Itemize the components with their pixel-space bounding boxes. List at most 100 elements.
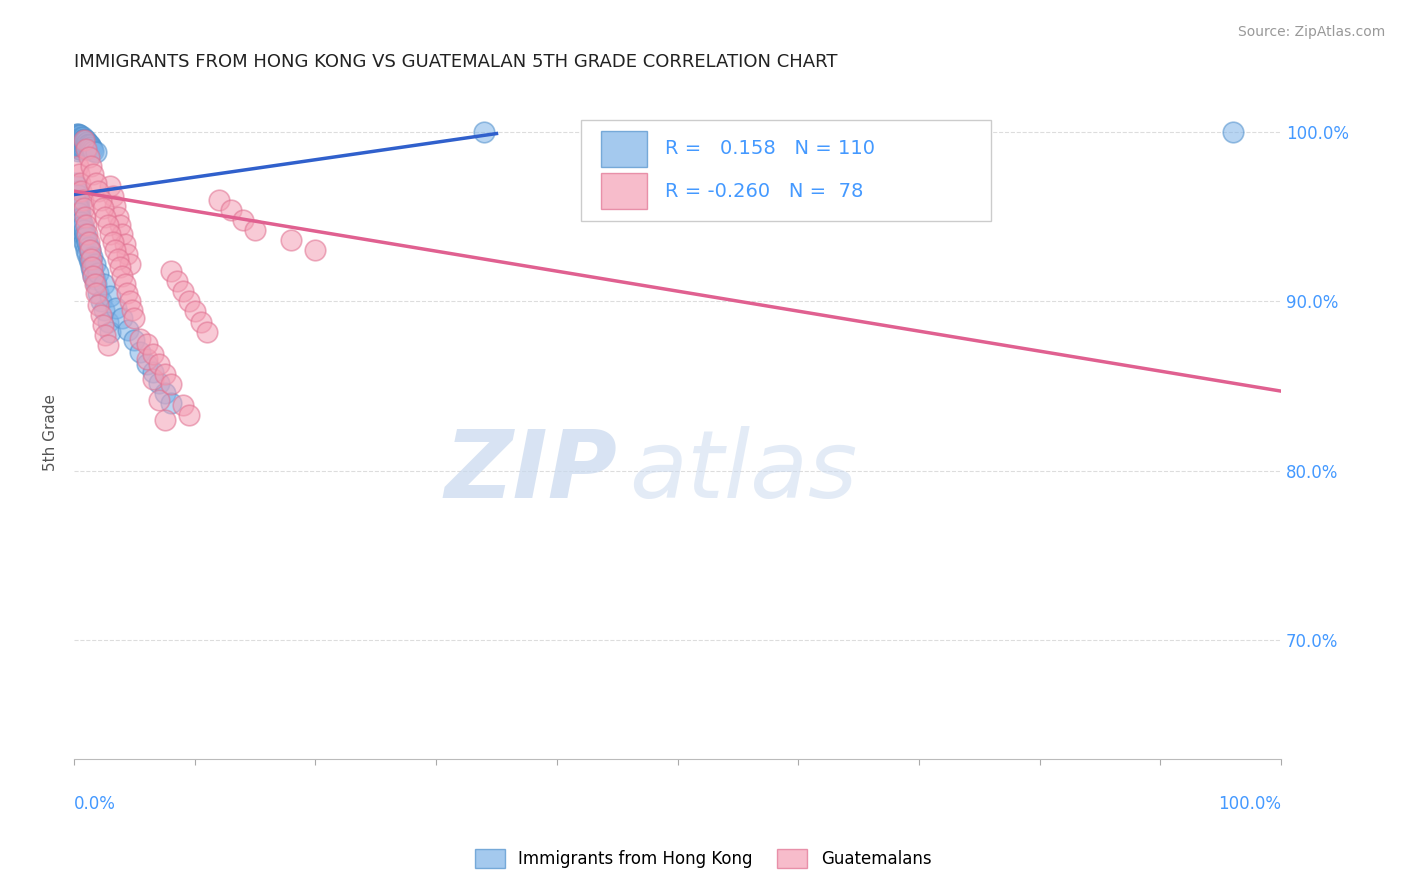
Point	[65, 193, 87, 207]
Point	[124, 311, 146, 326]
Point	[65, 135, 87, 149]
Point	[65, 184, 87, 198]
Point	[195, 325, 218, 339]
Point	[70, 184, 93, 198]
FancyBboxPatch shape	[602, 173, 647, 210]
Point	[69, 211, 91, 226]
Point	[77, 136, 100, 151]
Point	[69, 131, 91, 145]
Point	[98, 179, 121, 194]
Point	[73, 135, 96, 149]
Point	[172, 284, 194, 298]
Point	[76, 247, 98, 261]
Point	[153, 367, 176, 381]
Point	[115, 285, 138, 300]
Point	[135, 336, 157, 351]
Point	[243, 223, 266, 237]
Point	[73, 235, 96, 249]
Point	[82, 264, 104, 278]
Text: 100.0%: 100.0%	[1218, 795, 1281, 813]
Point	[66, 140, 89, 154]
Point	[66, 201, 89, 215]
Text: R = -0.260   N =  78: R = -0.260 N = 78	[665, 182, 863, 201]
Point	[787, 125, 810, 139]
Point	[72, 133, 94, 147]
Point	[115, 247, 138, 261]
Point	[97, 315, 120, 329]
Point	[135, 351, 157, 366]
Point	[104, 199, 127, 213]
Point	[73, 133, 96, 147]
Point	[69, 135, 91, 149]
Point	[69, 210, 91, 224]
Text: IMMIGRANTS FROM HONG KONG VS GUATEMALAN 5TH GRADE CORRELATION CHART: IMMIGRANTS FROM HONG KONG VS GUATEMALAN …	[75, 53, 838, 70]
Point	[76, 135, 98, 149]
Point	[75, 142, 97, 156]
Point	[76, 138, 98, 153]
Point	[159, 264, 181, 278]
Point	[67, 196, 90, 211]
Y-axis label: 5th Grade: 5th Grade	[44, 394, 58, 471]
Point	[72, 140, 94, 154]
Point	[91, 318, 114, 332]
Point	[69, 128, 91, 143]
Point	[129, 332, 152, 346]
Point	[82, 268, 104, 283]
Point	[79, 255, 101, 269]
Point	[70, 140, 93, 154]
Point	[177, 294, 200, 309]
Point	[121, 302, 143, 317]
Point	[75, 244, 97, 258]
Point	[124, 333, 146, 347]
Point	[75, 140, 97, 154]
Point	[148, 376, 170, 390]
Point	[108, 260, 131, 275]
Point	[70, 136, 93, 151]
Point	[184, 304, 207, 318]
Point	[87, 265, 110, 279]
Point	[90, 193, 112, 207]
Point	[75, 133, 97, 147]
Point	[67, 128, 90, 143]
Point	[280, 233, 302, 247]
Point	[114, 236, 136, 251]
Point	[153, 385, 176, 400]
Point	[84, 176, 107, 190]
Point	[114, 277, 136, 292]
Legend: Immigrants from Hong Kong, Guatemalans: Immigrants from Hong Kong, Guatemalans	[468, 842, 938, 875]
Point	[101, 235, 124, 249]
Point	[82, 167, 104, 181]
Point	[90, 308, 112, 322]
Point	[105, 301, 128, 315]
Point	[65, 131, 87, 145]
Point	[141, 347, 163, 361]
Point	[107, 210, 129, 224]
Point	[73, 227, 96, 241]
Point	[66, 130, 89, 145]
Point	[72, 136, 94, 151]
Point	[172, 398, 194, 412]
Point	[87, 285, 110, 300]
Point	[159, 396, 181, 410]
Point	[98, 289, 121, 303]
Point	[141, 366, 163, 380]
Point	[80, 140, 103, 154]
Point	[75, 218, 97, 232]
Point	[90, 294, 112, 309]
Point	[82, 268, 104, 283]
Point	[83, 272, 105, 286]
Point	[153, 413, 176, 427]
Point	[66, 187, 89, 202]
Point	[141, 372, 163, 386]
Point	[66, 159, 89, 173]
Point	[79, 138, 101, 153]
Point	[84, 285, 107, 300]
Point	[77, 150, 100, 164]
Point	[101, 189, 124, 203]
Text: atlas: atlas	[630, 426, 858, 517]
Point	[72, 221, 94, 235]
Point	[73, 223, 96, 237]
Point	[79, 244, 101, 258]
Point	[67, 206, 90, 220]
Point	[83, 257, 105, 271]
